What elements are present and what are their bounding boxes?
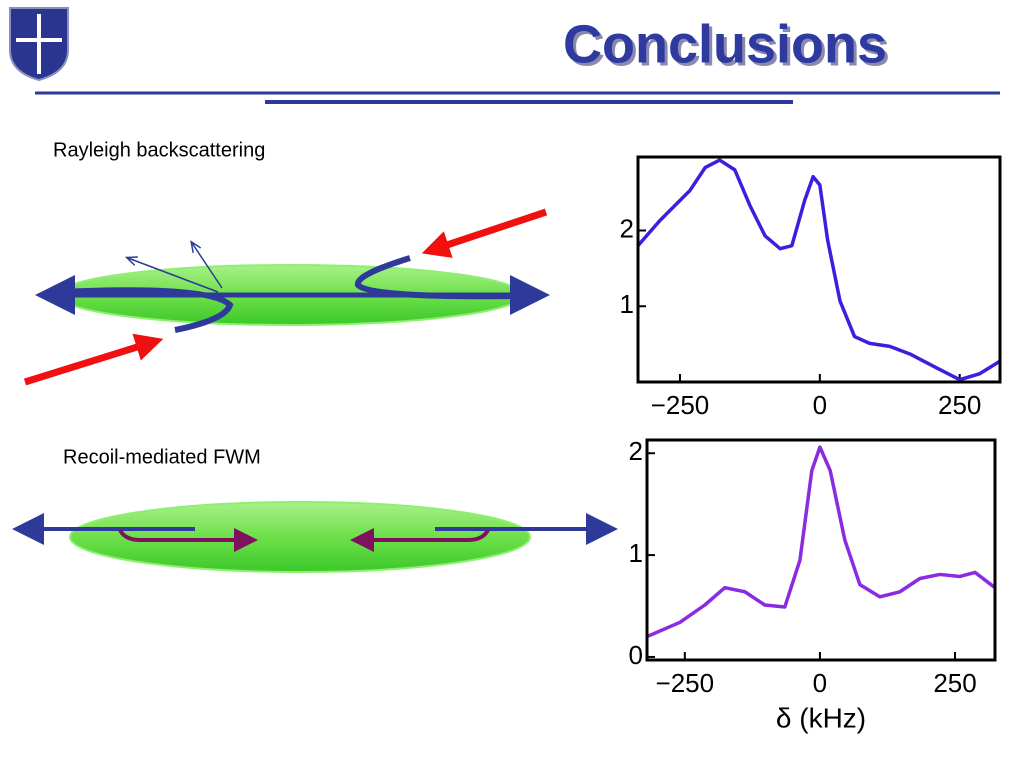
logo: [9, 7, 69, 82]
diagram-fwm: [12, 501, 618, 573]
plot-frame: [645, 438, 997, 662]
y-tick-label: 1: [629, 538, 643, 568]
y-tick-label: 1: [620, 289, 634, 319]
y-tick-label: 2: [629, 436, 643, 466]
x-tick-label: 0: [813, 390, 827, 420]
plot-frame: [636, 155, 1002, 384]
x-tick-label: 250: [938, 390, 981, 420]
y-tick-label: 2: [620, 213, 634, 243]
diagram-rayleigh: [23, 208, 550, 386]
y-tick-label: 0: [629, 640, 643, 670]
x-axis-label: δ (kHz): [776, 702, 866, 733]
title-shadow: Conclusions: [566, 17, 890, 77]
x-tick-label: −250: [651, 390, 710, 420]
line: [646, 445, 997, 639]
title: Conclusions: [563, 14, 887, 74]
label: Recoil-mediated FWM: [63, 446, 261, 468]
x-tick-label: 250: [933, 668, 976, 698]
line: [636, 158, 1001, 382]
x-tick-label: −250: [656, 668, 715, 698]
x-tick-label: 0: [813, 668, 827, 698]
label: Rayleigh backscattering: [53, 139, 265, 161]
